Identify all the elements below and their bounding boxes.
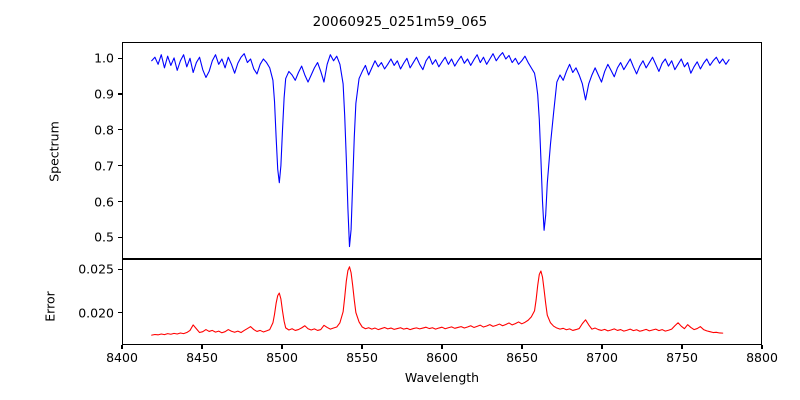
error-plot-area bbox=[151, 266, 724, 336]
spectrum-y-tick-label: 0.5 bbox=[94, 229, 114, 245]
x-tick-mark bbox=[201, 345, 203, 349]
spectrum-y-tick-mark bbox=[118, 236, 122, 239]
x-tick-label: 8650 bbox=[506, 350, 538, 365]
error-line bbox=[151, 266, 724, 336]
spectrum-y-tick-mark bbox=[118, 57, 122, 59]
x-tick-mark bbox=[521, 345, 523, 349]
x-tick-label: 8800 bbox=[746, 350, 778, 365]
spectrum-y-tick-label: 1.0 bbox=[94, 50, 114, 66]
spectrum-y-tick-mark bbox=[118, 201, 122, 203]
x-tick-mark bbox=[121, 345, 123, 349]
x-tick-mark bbox=[361, 345, 363, 349]
spectrum-y-tick-label: 0.9 bbox=[94, 86, 114, 102]
spectrum-panel bbox=[122, 42, 762, 259]
spectrum-y-tick-mark bbox=[118, 165, 122, 167]
x-tick-mark bbox=[761, 345, 763, 349]
x-tick-mark bbox=[601, 345, 603, 349]
x-tick-mark bbox=[441, 345, 443, 349]
spectrum-line bbox=[151, 52, 730, 248]
x-tick-label: 8500 bbox=[266, 350, 298, 365]
spectrum-y-tick-mark bbox=[118, 93, 122, 95]
x-tick-label: 8400 bbox=[106, 350, 138, 365]
x-tick-mark bbox=[681, 345, 683, 349]
spectrum-y-tick-label: 0.7 bbox=[94, 158, 114, 174]
x-tick-label: 8600 bbox=[426, 350, 458, 365]
error-y-tick-label: 0.020 bbox=[78, 305, 114, 321]
x-tick-mark bbox=[281, 345, 283, 349]
error-y-tick-mark bbox=[118, 268, 122, 270]
error-y-tick-mark bbox=[118, 312, 122, 314]
spectrum-y-tick-label: 0.8 bbox=[94, 122, 114, 138]
x-tick-label: 8550 bbox=[346, 350, 378, 365]
error-panel bbox=[122, 259, 762, 345]
x-tick-label: 8750 bbox=[666, 350, 698, 365]
spectrum-y-axis-label: Spectrum bbox=[46, 120, 62, 182]
spectrum-y-tick-mark bbox=[118, 129, 122, 131]
x-tick-label: 8450 bbox=[186, 350, 218, 365]
spectrum-y-tick-label: 0.6 bbox=[94, 194, 114, 210]
chart-title: 20060925_0251m59_065 bbox=[312, 14, 488, 30]
x-axis-label: Wavelength bbox=[404, 370, 480, 385]
x-tick-label: 8700 bbox=[586, 350, 618, 365]
error-y-tick-label: 0.025 bbox=[78, 261, 114, 277]
spectrum-plot-area bbox=[151, 52, 730, 248]
